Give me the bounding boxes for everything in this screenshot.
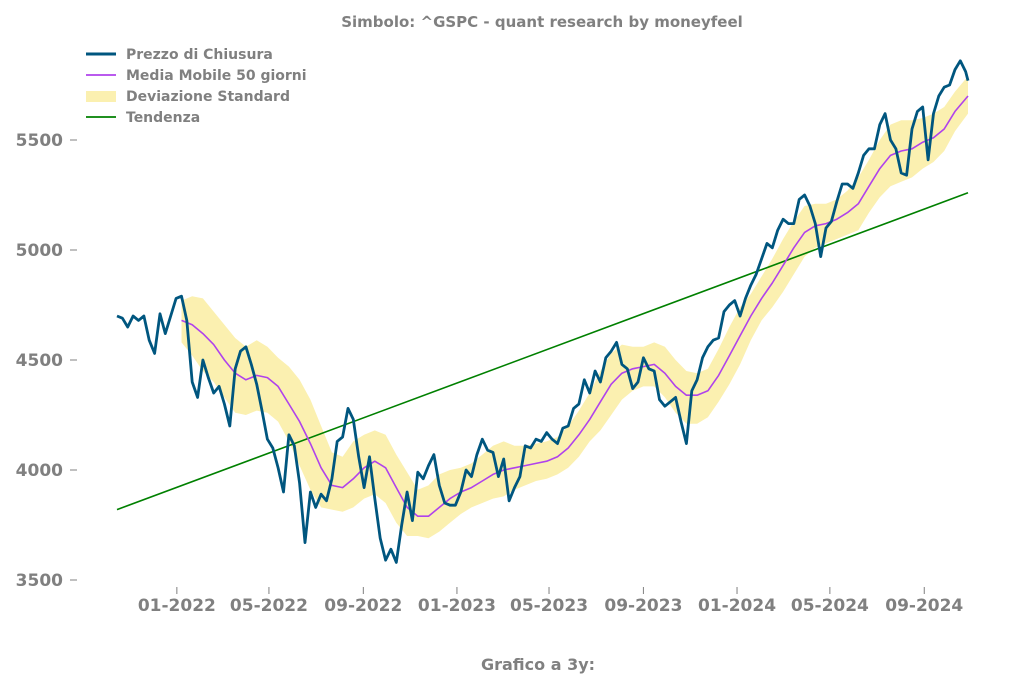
y-tick-label: 3500: [16, 571, 63, 591]
legend: Prezzo di Chiusura Media Mobile 50 giorni…: [86, 47, 307, 126]
legend-label: Media Mobile 50 giorni: [126, 68, 307, 84]
std-band: [181, 76, 968, 539]
trend-layer: [116, 192, 969, 511]
x-tick-label: 05-2022: [230, 596, 308, 616]
y-tick-label: 5000: [16, 241, 63, 261]
legend-label: Tendenza: [126, 110, 200, 126]
close-price-layer: [116, 59, 970, 564]
y-tick-label: 4500: [16, 351, 63, 371]
x-tick-label: 09-2024: [885, 596, 963, 616]
x-tick-label: 01-2022: [138, 596, 216, 616]
x-tick-label: 05-2023: [510, 596, 588, 616]
close-price-line: [116, 59, 970, 564]
x-tick-label: 01-2023: [418, 596, 496, 616]
x-axis-label: Grafico a 3y:: [481, 655, 595, 674]
x-tick-label: 01-2024: [698, 596, 776, 616]
legend-label: Deviazione Standard: [126, 89, 290, 105]
y-tick-label: 4000: [16, 461, 63, 481]
x-tick-label: 09-2023: [604, 596, 682, 616]
ma50-line: [181, 95, 969, 517]
x-axis: 01-2022 05-2022 09-2022 01-2023 05-2023 09-20…: [138, 587, 963, 616]
chart-title: Simbolo: ^GSPC - quant research by money…: [341, 13, 743, 31]
ma50-layer: [181, 95, 969, 517]
x-tick-label: 05-2024: [791, 596, 869, 616]
x-tick-label: 09-2022: [324, 596, 402, 616]
y-tick-label: 5500: [16, 131, 63, 151]
y-axis: 3500 4000 4500 5000 5500: [16, 131, 77, 591]
std-band-layer: [181, 76, 968, 539]
legend-label: Prezzo di Chiusura: [126, 47, 273, 63]
legend-swatch-std-band: [86, 91, 116, 102]
trend-line: [116, 192, 969, 511]
